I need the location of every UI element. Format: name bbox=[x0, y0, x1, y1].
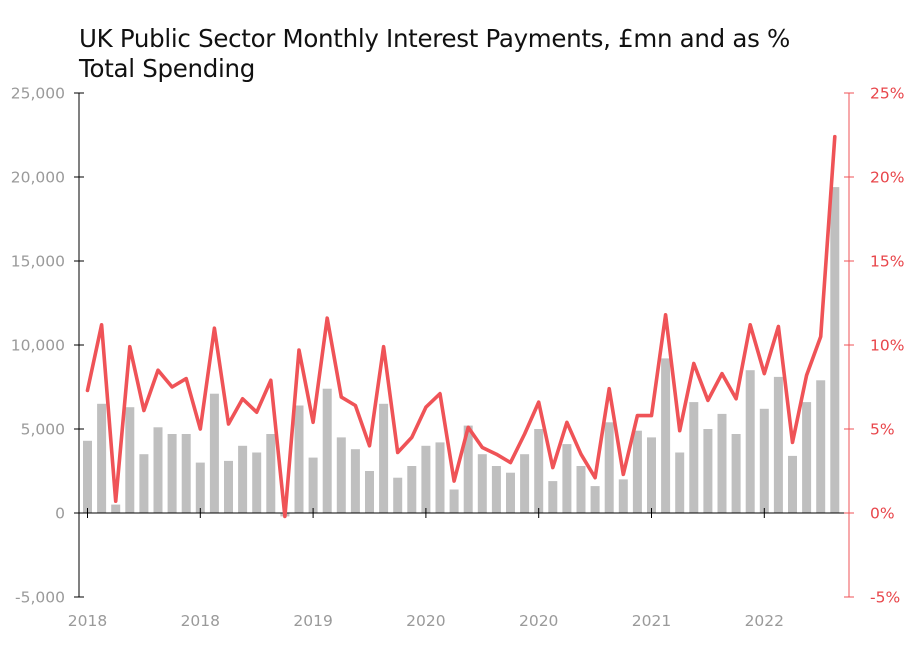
bar bbox=[534, 429, 544, 513]
bar bbox=[83, 440, 92, 513]
bar bbox=[590, 486, 600, 513]
bar bbox=[153, 427, 163, 513]
bar bbox=[97, 403, 107, 513]
bar bbox=[788, 455, 797, 513]
bar bbox=[195, 462, 205, 513]
right-tick-label: -5% bbox=[870, 589, 900, 607]
x-tick-label: 2021 bbox=[632, 612, 671, 630]
bar bbox=[703, 429, 713, 513]
right-tick-label: 10% bbox=[870, 337, 904, 355]
bar bbox=[238, 445, 248, 513]
left-tick-label: 10,000 bbox=[11, 337, 65, 355]
bar bbox=[209, 393, 219, 513]
x-axis-ticks: 2018 2018 2019 2020 2020 2021 2022 bbox=[68, 508, 784, 630]
left-axis-ticks: -5,000 0 5,000 10,000 15,000 20,000 25,000 bbox=[11, 85, 84, 607]
bar bbox=[491, 466, 501, 513]
x-tick-label: 2018 bbox=[181, 612, 220, 630]
x-tick-label: 2020 bbox=[519, 612, 558, 630]
bar bbox=[111, 504, 121, 513]
bar bbox=[520, 454, 530, 513]
bar bbox=[421, 445, 431, 513]
bar bbox=[477, 454, 487, 513]
left-tick-label: 5,000 bbox=[21, 421, 65, 439]
right-tick-label: 25% bbox=[870, 85, 904, 103]
bar bbox=[830, 187, 840, 513]
percent-of-spending-line bbox=[85, 134, 837, 519]
right-tick-label: 0% bbox=[870, 505, 895, 523]
bar bbox=[435, 442, 445, 513]
bar bbox=[463, 425, 473, 513]
bar bbox=[618, 479, 628, 513]
bar bbox=[252, 452, 262, 513]
bar bbox=[745, 370, 755, 513]
bar bbox=[365, 471, 374, 513]
bar bbox=[350, 449, 360, 513]
left-tick-label: 20,000 bbox=[11, 169, 65, 187]
left-tick-label: 25,000 bbox=[11, 85, 65, 103]
left-tick-label: 0 bbox=[55, 505, 65, 523]
bar bbox=[689, 402, 699, 513]
bar-series bbox=[83, 187, 840, 517]
bar bbox=[308, 457, 318, 513]
bar bbox=[336, 437, 346, 513]
right-axis-ticks: -5% 0% 5% 10% 15% 20% 25% bbox=[844, 85, 904, 607]
bar bbox=[731, 434, 741, 513]
bar bbox=[379, 403, 389, 513]
bar bbox=[562, 444, 572, 513]
right-tick-label: 5% bbox=[870, 421, 895, 439]
bar bbox=[181, 434, 191, 513]
x-tick-label: 2019 bbox=[293, 612, 332, 630]
bar bbox=[675, 452, 685, 513]
left-tick-label: 15,000 bbox=[11, 253, 65, 271]
bar bbox=[759, 408, 769, 513]
bar bbox=[647, 437, 656, 513]
bar bbox=[604, 422, 614, 513]
right-tick-label: 15% bbox=[870, 253, 904, 271]
bar bbox=[576, 466, 586, 513]
bar bbox=[224, 460, 233, 513]
axes bbox=[78, 93, 850, 597]
x-tick-label: 2020 bbox=[406, 612, 445, 630]
bar bbox=[294, 405, 304, 513]
bar bbox=[322, 388, 332, 513]
bar bbox=[167, 434, 177, 513]
bar bbox=[506, 472, 515, 513]
chart-title: UK Public Sector Monthly Interest Paymen… bbox=[79, 24, 791, 83]
bar bbox=[449, 489, 459, 513]
left-tick-label: -5,000 bbox=[15, 589, 65, 607]
bar bbox=[816, 380, 826, 513]
bar bbox=[393, 477, 403, 513]
bar bbox=[773, 376, 783, 513]
bar bbox=[548, 481, 558, 513]
bar bbox=[266, 434, 276, 513]
x-tick-label: 2018 bbox=[68, 612, 107, 630]
bar bbox=[802, 402, 812, 513]
right-tick-label: 20% bbox=[870, 169, 904, 187]
bar bbox=[139, 454, 149, 513]
x-tick-label: 2022 bbox=[745, 612, 784, 630]
bar bbox=[632, 430, 642, 513]
bar bbox=[717, 413, 727, 513]
bar bbox=[125, 407, 135, 513]
bar bbox=[407, 466, 417, 513]
bar bbox=[661, 358, 671, 513]
